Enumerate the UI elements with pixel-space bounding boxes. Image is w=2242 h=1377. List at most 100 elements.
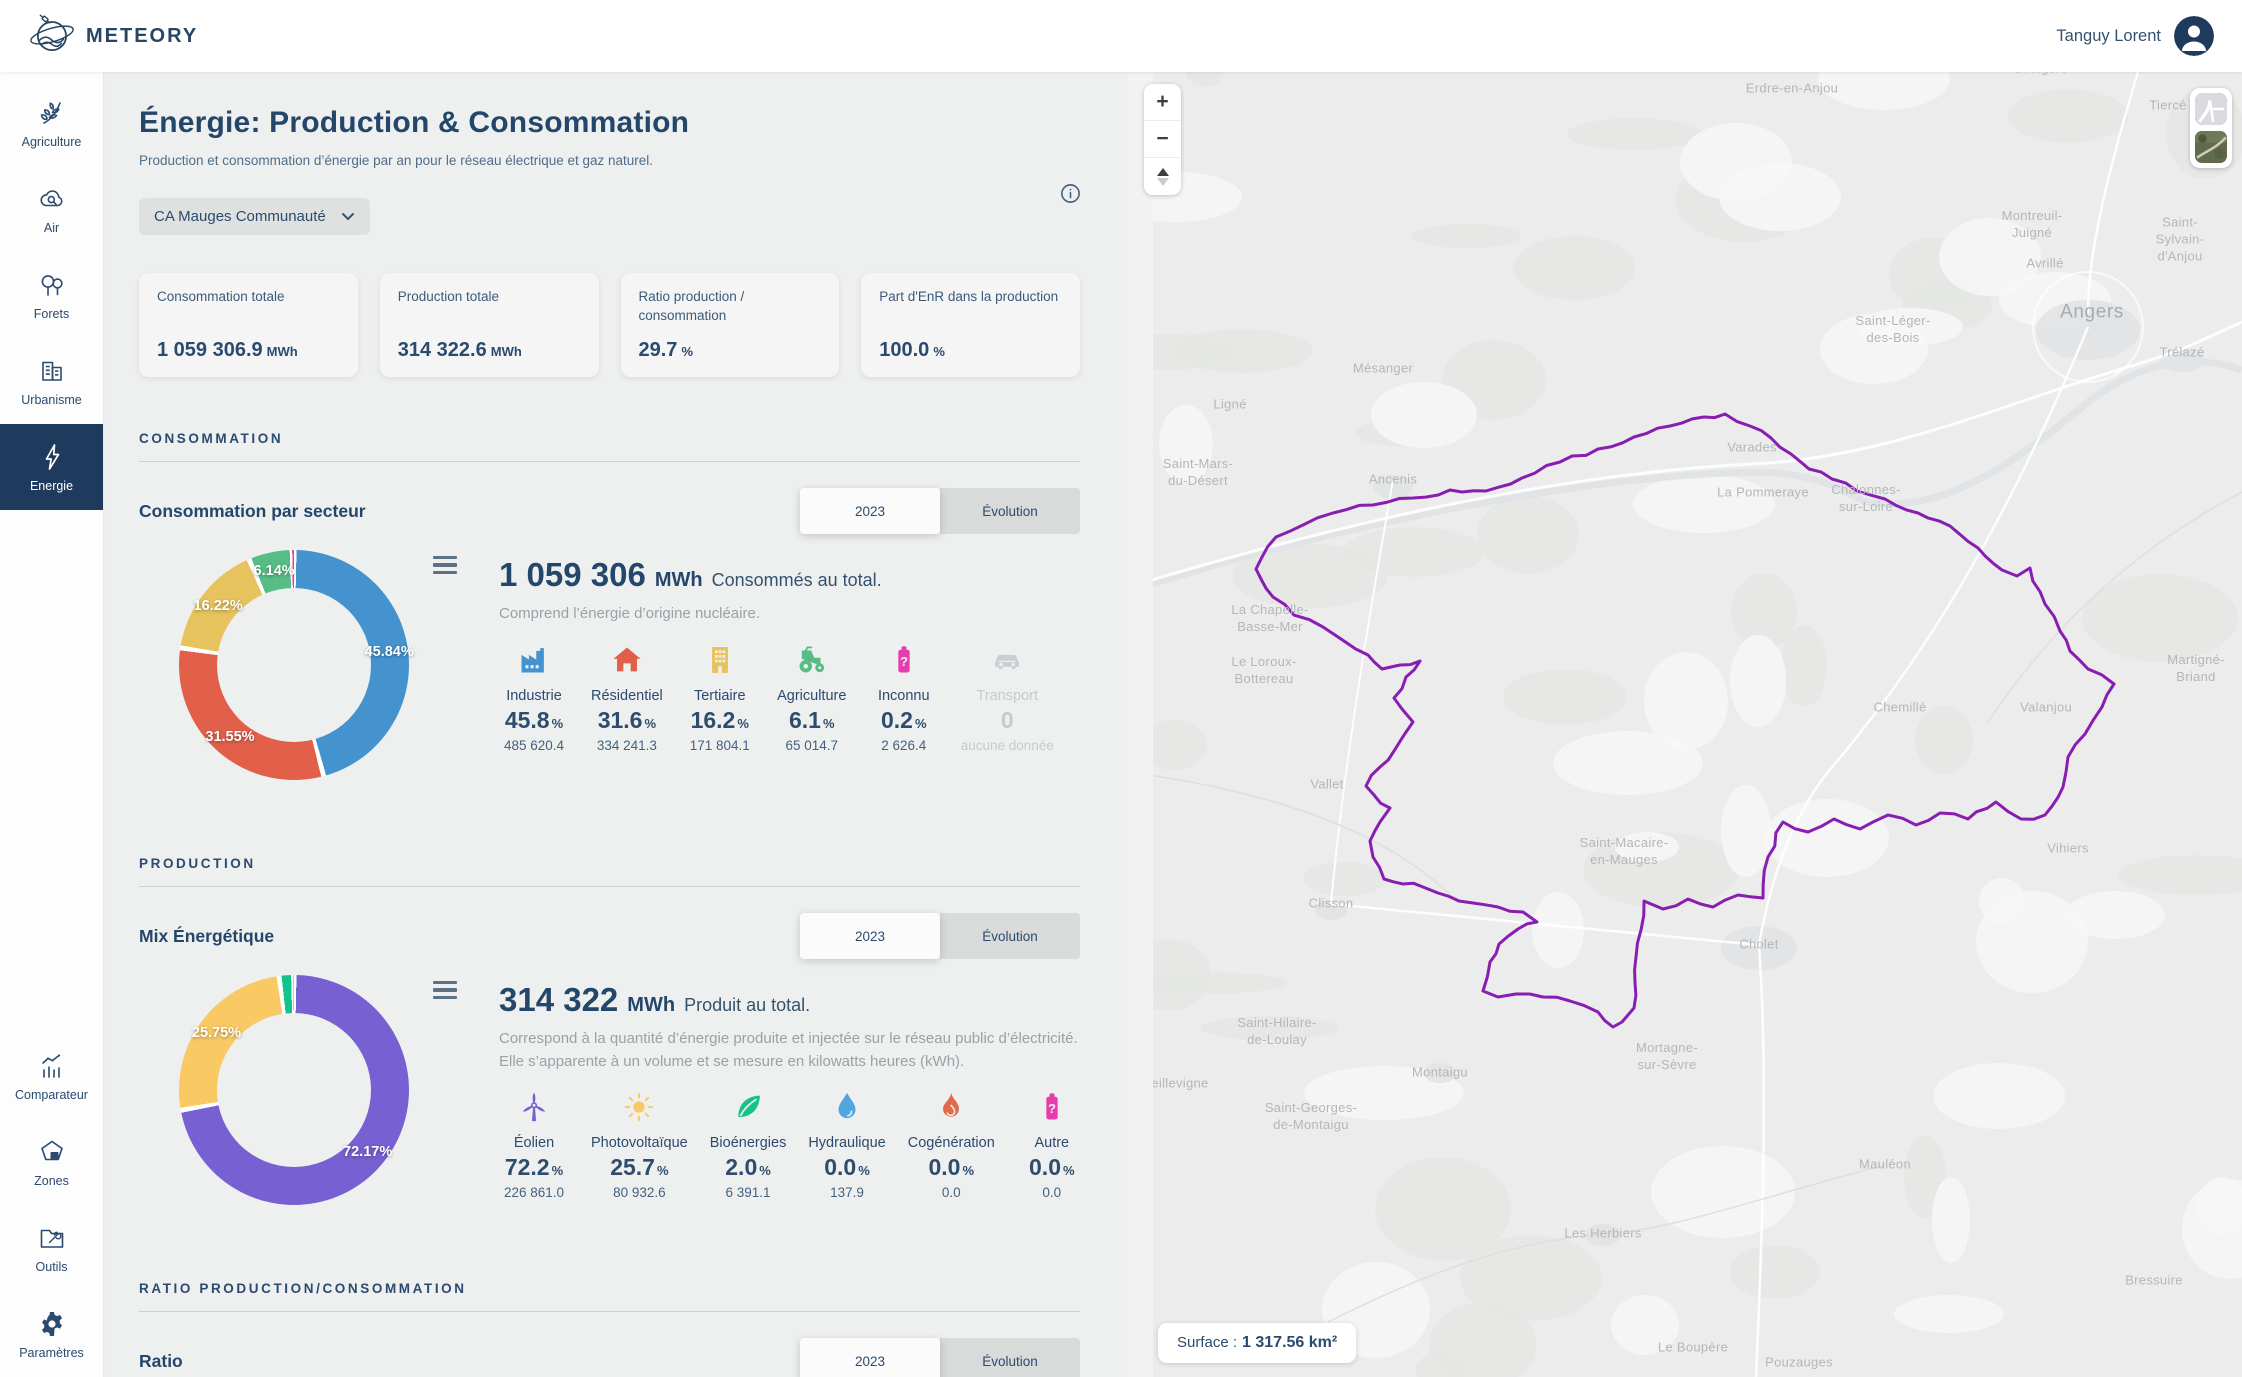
tab-évolution[interactable]: Évolution [940,488,1080,534]
production-note: Correspond à la quantité d’énergie produ… [499,1028,1089,1073]
chevron-down-icon [341,208,355,225]
stat-percent: 6.1% [789,707,835,734]
sidebar-item-label: Outils [36,1260,68,1274]
donut-slice-label: 31.55% [205,729,254,745]
office-icon [703,643,737,682]
sidebar-item-param-tres[interactable]: Paramètres [0,1291,103,1377]
stat-tertiaire: Tertiaire16.2%171 804.1 [685,643,755,753]
sidebar-item-urbanisme[interactable]: Urbanisme [0,338,103,424]
compare-chart-icon [37,1051,67,1081]
kpi-card: Production totale314 322.6MWh [380,273,599,377]
stat-transport: Transport0aucune donnée [961,643,1054,753]
user-menu[interactable]: Tanguy Lorent [2056,16,2214,56]
zoom-in-button[interactable]: + [1144,84,1181,121]
user-name: Tanguy Lorent [2056,27,2161,46]
chart-menu-icon[interactable] [433,556,457,574]
sidebar-item-zones[interactable]: Zones [0,1119,103,1205]
kpi-card: Ratio production / consommation29.7% [621,273,840,377]
production-source-stats: Éolien72.2%226 861.0Photovoltaïque25.7%8… [499,1090,1089,1200]
section-divider [139,1311,1080,1312]
buildings-icon [37,356,67,386]
trees-icon [37,270,67,300]
leaf-icon [731,1090,765,1129]
sidebar-nav: Agriculture Air Forets Urbanisme Energie Comp… [0,72,103,1377]
stat-value-mwh: 0.0 [942,1185,961,1200]
stat-value-mwh: 0.0 [1042,1185,1061,1200]
stat-photovolta-que: Photovoltaïque25.7%80 932.6 [591,1090,688,1200]
stat-label: Photovoltaïque [591,1135,688,1151]
house-icon [610,643,644,682]
tab-évolution[interactable]: Évolution [940,1338,1080,1377]
stat-résidentiel: Résidentiel31.6%334 241.3 [591,643,663,753]
gear-icon [37,1309,67,1339]
chart-menu-icon[interactable] [433,981,457,999]
stat-value-mwh: aucune donnée [961,738,1054,753]
cloud-search-icon [37,184,67,214]
info-icon[interactable] [1059,182,1082,205]
panel-divider [1128,72,1153,1377]
sidebar-item-energie[interactable]: Energie [0,424,103,510]
section-heading-ratio: RATIO PRODUCTION/CONSOMMATION [139,1281,1080,1296]
consumption-total-value: 1 059 306 [499,556,646,594]
surface-info-card: Surface :1 317.56 km² [1158,1323,1356,1363]
stat-value-mwh: 334 241.3 [597,738,657,753]
sidebar-item-forets[interactable]: Forets [0,252,103,338]
tab-2023[interactable]: 2023 [800,913,940,959]
consumption-donut-chart: 45.84%31.55%16.22%6.14% [179,550,409,780]
wheat-icon [37,98,67,128]
production-total-caption: Produit au total. [684,995,810,1016]
tab-2023[interactable]: 2023 [800,488,940,534]
stat-value-mwh: 226 861.0 [504,1185,564,1200]
map-tilt-button[interactable] [1144,158,1181,195]
section-heading-production: PRODUCTION [139,856,1080,871]
zones-icon [37,1137,67,1167]
battery-question-icon: ? [1035,1090,1069,1129]
page-subtitle: Production et consommation d’énergie par… [139,153,1080,168]
sidebar-item-label: Urbanisme [21,393,81,407]
tilt-up-icon [1157,168,1169,176]
donut-slice-label: 6.14% [254,563,295,579]
sidebar-item-agriculture[interactable]: Agriculture [0,80,103,166]
tab-group-ratio: 2023Évolution [800,1338,1080,1377]
map-canvas[interactable]: + − Surface :1 317.56 km² d'AngersErdre-… [1128,72,2242,1377]
tab-évolution[interactable]: Évolution [940,913,1080,959]
sidebar-item-label: Air [44,221,59,235]
zoom-out-button[interactable]: − [1144,121,1181,158]
stat-percent: 0 [1001,707,1014,734]
kpi-value: 100.0% [879,339,1062,362]
stat-inconnu: ?Inconnu0.2%2 626.4 [869,643,939,753]
map-style-satellite-thumbnail[interactable] [2195,131,2227,163]
map-background [1128,72,2242,1377]
brand-logo[interactable]: METEORY [28,10,198,63]
kpi-value: 314 322.6MWh [398,339,581,362]
stat-percent: 0.0% [928,1154,974,1181]
chart-title-production: Mix Énergétique [139,926,274,947]
sidebar-item-label: Energie [30,479,73,493]
stat-label: Inconnu [878,688,930,704]
kpi-cards: Consommation totale1 059 306.9MWhProduct… [139,273,1080,377]
stat-hydraulique: Hydraulique0.0%137.9 [808,1090,885,1200]
sidebar-item-label: Forets [34,307,69,321]
sidebar-item-comparateur[interactable]: Comparateur [0,1033,103,1119]
sidebar-item-label: Zones [34,1174,69,1188]
section-heading-consommation: CONSOMMATION [139,431,1080,446]
stat-label: Cogénération [908,1135,995,1151]
svg-text:?: ? [1048,1101,1056,1116]
stat-label: Résidentiel [591,688,663,704]
kpi-label: Part d'EnR dans la production [879,288,1062,307]
donut-slice-label: 16.22% [194,598,243,614]
stat-label: Hydraulique [808,1135,885,1151]
map-style-light-thumbnail[interactable] [2195,93,2227,125]
production-total-unit: MWh [627,994,675,1017]
tab-2023[interactable]: 2023 [800,1338,940,1377]
section-divider [139,461,1080,462]
donut-slice-label: 45.84% [365,644,414,660]
wind-turbine-icon [517,1090,551,1129]
region-selector[interactable]: CA Mauges Communauté [139,198,370,235]
kpi-value: 29.7% [639,339,822,362]
top-bar: METEORY Tanguy Lorent [0,0,2242,72]
section-divider [139,886,1080,887]
sidebar-item-outils[interactable]: Outils [0,1205,103,1291]
stat-percent: 2.0% [725,1154,771,1181]
sidebar-item-air[interactable]: Air [0,166,103,252]
